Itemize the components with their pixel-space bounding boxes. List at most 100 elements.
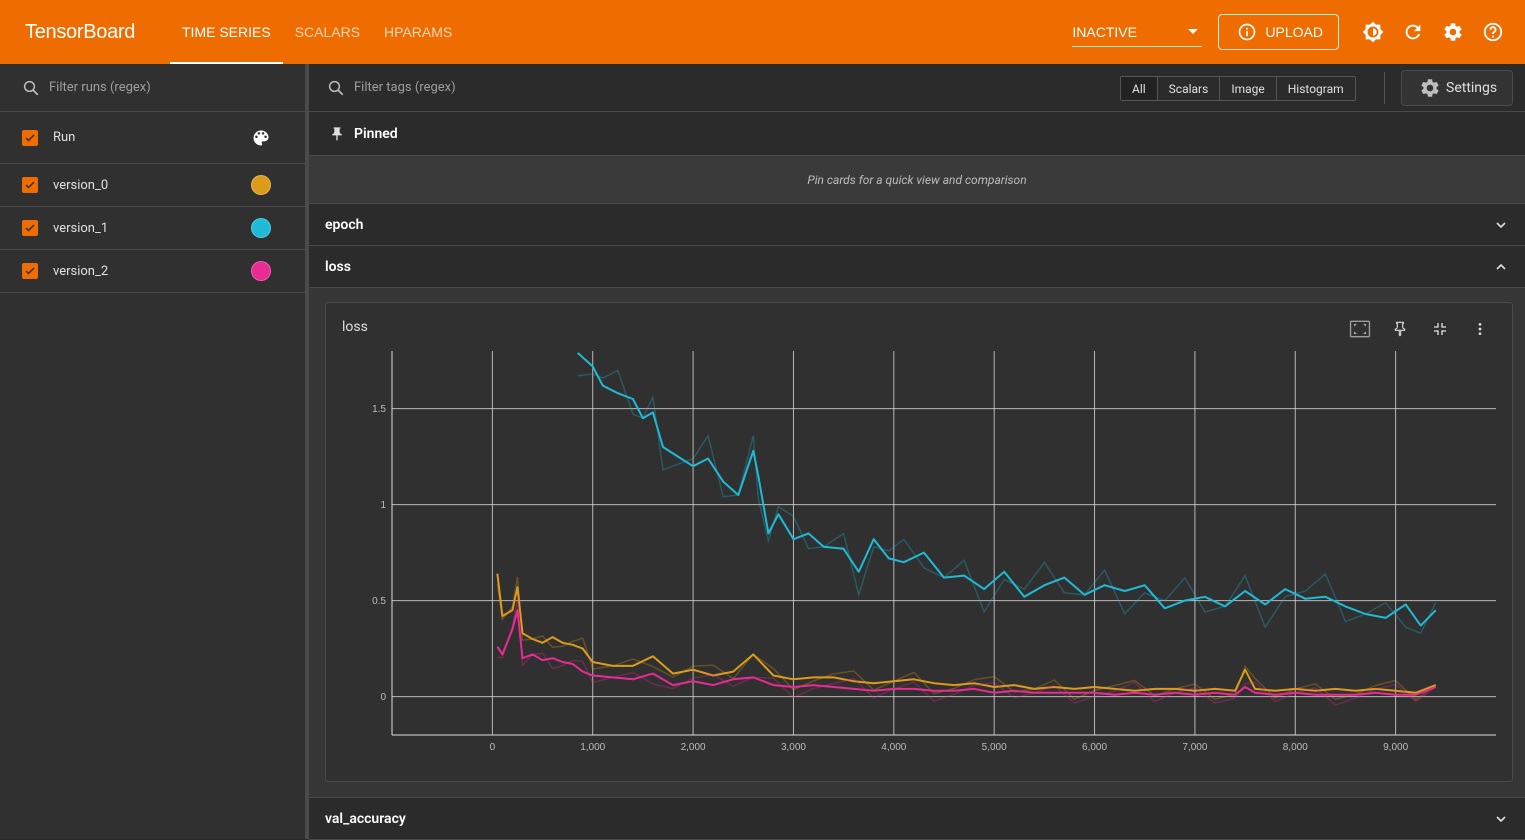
top-bar-actions: INACTIVE UPLOAD	[1072, 0, 1525, 64]
dropdown-caret-icon	[1188, 29, 1199, 34]
help-icon	[1483, 22, 1503, 42]
check-icon	[25, 267, 35, 275]
top-app-bar: TensorBoard TIME SERIES SCALARS HPARAMS …	[0, 0, 1525, 64]
x-tick-label: 7,000	[1182, 742, 1207, 753]
chevron-down-icon	[1496, 816, 1506, 823]
pinned-label: Pinned	[354, 125, 398, 142]
gear-icon	[1421, 79, 1439, 97]
fullscreen-exit-icon	[1434, 323, 1446, 335]
type-filter-image[interactable]: Image	[1219, 77, 1275, 100]
app-brand: TensorBoard	[25, 20, 136, 43]
tab-hparams[interactable]: HPARAMS	[384, 24, 453, 40]
tags-filter-input[interactable]: Filter tags (regex)	[354, 80, 456, 95]
run-name: version_0	[53, 177, 109, 193]
theme-toggle-button[interactable]	[1353, 12, 1393, 52]
runs-filter[interactable]: Filter runs (regex)	[0, 64, 305, 112]
run-row-version-1[interactable]: version_1	[0, 207, 305, 250]
x-tick-label: 0	[490, 742, 496, 753]
series-line-version_1	[577, 352, 1437, 627]
run-name: version_2	[53, 263, 109, 279]
x-tick-label: 5,000	[982, 742, 1007, 753]
fit-to-data-icon	[1349, 320, 1371, 338]
y-tick-label: 0	[380, 692, 386, 703]
tab-scalars[interactable]: SCALARS	[294, 24, 361, 40]
check-icon	[25, 181, 35, 189]
run-row-version-2[interactable]: version_2	[0, 250, 305, 293]
run-checkbox[interactable]	[22, 263, 38, 279]
pinned-empty-message: Pin cards for a quick view and compariso…	[309, 156, 1525, 204]
check-icon	[25, 224, 35, 232]
main-panel: Filter tags (regex) All Scalars Image Hi…	[309, 64, 1525, 840]
run-color-swatch[interactable]	[251, 175, 271, 195]
type-filter-all[interactable]: All	[1121, 77, 1157, 100]
settings-gear-button[interactable]	[1433, 12, 1473, 52]
chevron-up-icon	[1496, 263, 1506, 270]
inactive-plugins-select[interactable]: INACTIVE	[1072, 17, 1203, 47]
card-menu-button[interactable]	[1460, 317, 1500, 341]
brightness-icon	[1362, 21, 1384, 43]
reload-button[interactable]	[1393, 12, 1433, 52]
help-button[interactable]	[1473, 12, 1513, 52]
sidebar-resize-handle[interactable]	[305, 64, 309, 839]
runs-header-row: Run	[0, 112, 305, 164]
gear-icon	[1444, 23, 1462, 41]
x-tick-label: 1,000	[580, 742, 605, 753]
scalar-card-loss: loss 0 1,000 2,000 3,000 4,000 5,000 6,000 7,00…	[325, 302, 1513, 782]
run-color-swatch[interactable]	[251, 261, 271, 281]
upload-button[interactable]: UPLOAD	[1218, 14, 1339, 50]
run-checkbox[interactable]	[22, 220, 38, 236]
run-color-swatch[interactable]	[251, 218, 271, 238]
tags-filter-bar: Filter tags (regex) All Scalars Image Hi…	[309, 64, 1525, 112]
card-toolbar	[1340, 317, 1500, 341]
search-icon	[328, 80, 344, 95]
x-tick-label: 4,000	[881, 742, 906, 753]
loss-cards-area: loss 0 1,000 2,000 3,000 4,000 5,000 6,000 7,00…	[309, 288, 1525, 798]
type-filter-histogram[interactable]: Histogram	[1275, 77, 1355, 100]
run-row-version-0[interactable]: version_0	[0, 164, 305, 207]
x-tick-label: 2,000	[681, 742, 706, 753]
group-header-val-accuracy[interactable]: val_accuracy	[309, 798, 1525, 840]
pinned-section-header: Pinned	[309, 112, 1525, 156]
series-line-version_2	[496, 609, 1437, 696]
divider	[1384, 72, 1385, 104]
series-raw-version_0	[496, 576, 1437, 701]
type-filter-scalars[interactable]: Scalars	[1156, 77, 1220, 100]
check-icon	[25, 133, 35, 142]
x-tick-label: 3,000	[781, 742, 806, 753]
chevron-down-icon	[1496, 222, 1506, 229]
run-name: version_1	[53, 220, 109, 236]
y-tick-label: 0.5	[372, 596, 386, 607]
plugin-type-filter: All Scalars Image Histogram	[1120, 76, 1356, 101]
tab-time-series[interactable]: TIME SERIES	[170, 0, 283, 64]
runs-header-label: Run	[53, 130, 76, 145]
runs-filter-input[interactable]: Filter runs (regex)	[49, 80, 151, 95]
y-tick-label: 1	[380, 500, 386, 511]
select-all-runs-checkbox[interactable]	[22, 129, 38, 146]
loss-line-chart[interactable]: 0 1,000 2,000 3,000 4,000 5,000 6,000 7,000 8,00…	[326, 303, 1514, 783]
group-header-epoch[interactable]: epoch	[309, 204, 1525, 246]
x-tick-label: 6,000	[1082, 742, 1107, 753]
more-vert-icon	[1478, 323, 1482, 335]
refresh-icon	[1405, 24, 1421, 40]
pin-icon	[332, 126, 342, 141]
upload-label: UPLOAD	[1265, 24, 1323, 40]
inactive-select-label: INACTIVE	[1072, 23, 1137, 40]
settings-label: Settings	[1446, 80, 1498, 96]
x-tick-label: 8,000	[1283, 742, 1308, 753]
pin-card-button[interactable]	[1380, 317, 1420, 341]
settings-button[interactable]: Settings	[1401, 70, 1513, 106]
search-icon	[23, 80, 39, 95]
palette-icon[interactable]	[251, 128, 271, 148]
group-title: epoch	[325, 216, 364, 233]
runs-sidebar: Filter runs (regex) Run version_0 versio…	[0, 64, 305, 839]
run-checkbox[interactable]	[22, 177, 38, 193]
collapse-card-button[interactable]	[1420, 317, 1460, 341]
info-icon	[1239, 23, 1256, 41]
series-raw-version_1	[577, 369, 1437, 635]
group-header-loss[interactable]: loss	[309, 246, 1525, 288]
y-tick-label: 1.5	[372, 404, 386, 415]
series-raw-version_2	[497, 599, 1437, 706]
fit-domain-button[interactable]	[1340, 317, 1380, 341]
group-title: val_accuracy	[325, 810, 406, 827]
dashboard-tabs: TIME SERIES SCALARS HPARAMS	[170, 0, 464, 64]
